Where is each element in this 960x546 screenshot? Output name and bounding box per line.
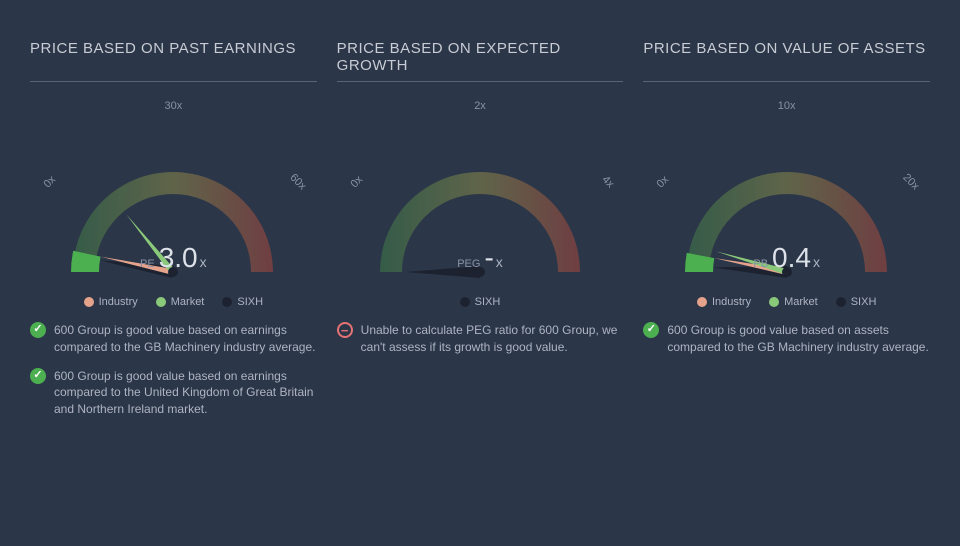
gauge-value: PE 3.0x (140, 242, 207, 274)
notes: −Unable to calculate PEG ratio for 600 G… (337, 322, 624, 356)
legend: Industry Market SIXH (30, 296, 317, 308)
panel-pb: PRICE BASED ON VALUE OF ASSETS0x10x20xPB… (643, 40, 930, 418)
panel-title: PRICE BASED ON EXPECTED GROWTH (337, 40, 624, 82)
gauge-metric-value: 3.0 (159, 242, 198, 274)
legend-item-market: Market (156, 296, 205, 308)
gauge-pb: 0x10x20xPB0.4x (643, 92, 930, 292)
note: ✓ 600 Group is good value based on earnin… (30, 322, 317, 356)
legend-swatch (460, 297, 470, 307)
legend-label: Industry (712, 296, 751, 308)
gauge-scale-mid: 2x (474, 100, 486, 112)
legend: Industry Market SIXH (643, 296, 930, 308)
gauge-metric-value: 0.4 (772, 242, 811, 274)
legend-item-industry: Industry (84, 296, 138, 308)
gauge-metric-label: PE (140, 258, 155, 270)
panel-title: PRICE BASED ON VALUE OF ASSETS (643, 40, 930, 82)
legend-swatch (697, 297, 707, 307)
note-text: 600 Group is good value based on earning… (54, 368, 317, 418)
legend-item-sixh: SIXH (222, 296, 263, 308)
gauge-metric-suffix: x (200, 254, 207, 270)
legend-item-sixh: SIXH (460, 296, 501, 308)
gauge-metric-label: PB (753, 258, 768, 270)
negative-icon: − (337, 322, 353, 338)
panels-container: PRICE BASED ON PAST EARNINGS0x30x60xPE3.… (0, 0, 960, 438)
panel-title: PRICE BASED ON PAST EARNINGS (30, 40, 317, 82)
legend-item-market: Market (769, 296, 818, 308)
note-text: Unable to calculate PEG ratio for 600 Gr… (361, 322, 624, 356)
gauge-metric-suffix: x (496, 254, 503, 270)
legend-label: Industry (99, 296, 138, 308)
legend-label: SIXH (475, 296, 501, 308)
note: −Unable to calculate PEG ratio for 600 G… (337, 322, 624, 356)
legend-swatch (836, 297, 846, 307)
legend: SIXH (337, 296, 624, 308)
legend-label: SIXH (237, 296, 263, 308)
notes: ✓ 600 Group is good value based on earnin… (30, 322, 317, 418)
legend-label: SIXH (851, 296, 877, 308)
legend-item-industry: Industry (697, 296, 751, 308)
note: ✓ 600 Group is good value based on assets… (643, 322, 930, 356)
note-text: 600 Group is good value based on assets … (667, 322, 930, 356)
legend-swatch (222, 297, 232, 307)
check-icon: ✓ (30, 322, 46, 338)
note: ✓ 600 Group is good value based on earnin… (30, 368, 317, 418)
note-text: 600 Group is good value based on earning… (54, 322, 317, 356)
panel-pe: PRICE BASED ON PAST EARNINGS0x30x60xPE3.… (30, 40, 317, 418)
gauge-pe: 0x30x60xPE3.0x (30, 92, 317, 292)
check-icon: ✓ (643, 322, 659, 338)
gauge-value: PEG- x (457, 242, 503, 274)
gauge-peg: 0x2x4xPEG- x (337, 92, 624, 292)
legend-label: Market (171, 296, 205, 308)
legend-swatch (769, 297, 779, 307)
notes: ✓ 600 Group is good value based on assets… (643, 322, 930, 356)
legend-swatch (84, 297, 94, 307)
gauge-metric-value: - (484, 242, 493, 274)
gauge-scale-mid: 10x (778, 100, 796, 112)
gauge-value: PB 0.4x (753, 242, 820, 274)
check-icon: ✓ (30, 368, 46, 384)
panel-peg: PRICE BASED ON EXPECTED GROWTH0x2x4xPEG-… (337, 40, 624, 418)
legend-swatch (156, 297, 166, 307)
gauge-metric-suffix: x (813, 254, 820, 270)
gauge-metric-label: PEG (457, 258, 480, 270)
legend-label: Market (784, 296, 818, 308)
gauge-scale-mid: 30x (164, 100, 182, 112)
legend-item-sixh: SIXH (836, 296, 877, 308)
